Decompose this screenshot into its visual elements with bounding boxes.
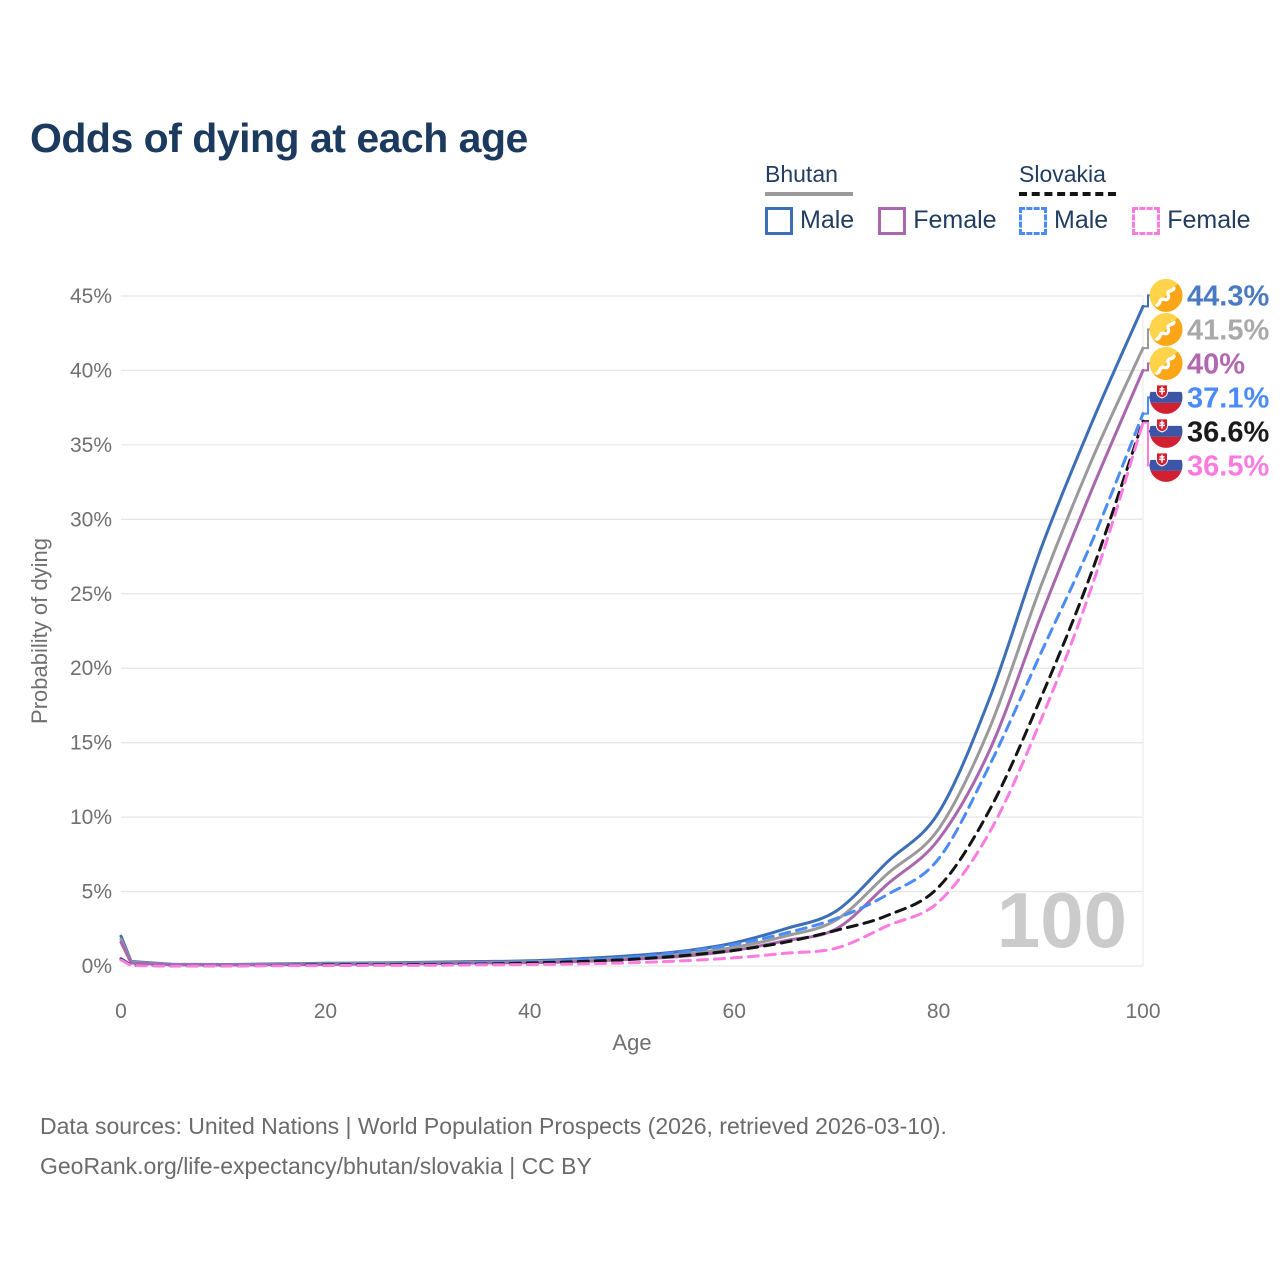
bhutan-male-swatch-icon [765, 206, 793, 235]
footer-data-sources: Data sources: United Nations | World Pop… [40, 1113, 947, 1139]
x-tick-label: 80 [927, 1000, 950, 1023]
series-line-slovakia-female [119, 421, 1145, 968]
end-label-bhutan-male: 44.3% [1187, 280, 1269, 312]
x-tick-label: 0 [115, 1000, 127, 1023]
age-counter-watermark: 100 [997, 876, 1127, 964]
slovakia-flag-icon [1149, 380, 1183, 414]
bhutan-flag-icon [1149, 312, 1183, 346]
x-tick-label: 40 [518, 1000, 541, 1023]
y-tick-label: 40% [70, 359, 112, 382]
x-tick-label: 20 [314, 1000, 337, 1023]
y-tick-label: 0% [82, 955, 112, 978]
x-tick-label: 60 [723, 1000, 746, 1023]
end-label-slovakia-male: 37.1% [1187, 382, 1269, 414]
legend-item-label: Male [1054, 206, 1109, 234]
legend-underline-bhutan [765, 192, 853, 196]
bhutan-flag-icon [1149, 346, 1183, 380]
legend-item-slovakia-female[interactable]: Female [1132, 206, 1251, 235]
y-tick-label: 25% [70, 583, 112, 606]
legend-group-name-bhutan[interactable]: Bhutan [765, 161, 838, 187]
page-title: Odds of dying at each age [30, 115, 528, 162]
footer: Data sources: United Nations | World Pop… [40, 1106, 947, 1186]
series-line-bhutan-both [119, 346, 1145, 967]
legend-item-slovakia-male[interactable]: Male [1019, 206, 1108, 235]
footer-attribution: GeoRank.org/life-expectancy/bhutan/slova… [40, 1153, 592, 1179]
legend-item-label: Male [800, 206, 855, 234]
series-line-slovakia-male [119, 412, 1145, 968]
slovakia-flag-icon [1149, 448, 1183, 482]
series-line-slovakia-both [119, 419, 1145, 968]
legend-item-bhutan-male[interactable]: Male [765, 206, 854, 235]
y-tick-label: 30% [70, 508, 112, 531]
end-label-bhutan-both: 41.5% [1187, 314, 1269, 346]
legend-item-label: Female [1167, 206, 1251, 234]
y-tick-label: 35% [70, 434, 112, 457]
y-tick-label: 5% [82, 881, 112, 904]
slovakia-flag-icon [1149, 414, 1183, 448]
x-axis-title: Age [612, 1030, 651, 1055]
y-axis-title: Probability of dying [27, 538, 52, 724]
x-tick-label: 100 [1125, 1000, 1160, 1023]
y-tick-label: 10% [70, 806, 112, 829]
slovakia-male-swatch-icon [1019, 206, 1047, 235]
end-label-bhutan-female: 40% [1187, 348, 1245, 380]
end-label-slovakia-both: 36.6% [1187, 416, 1269, 448]
legend-item-bhutan-female[interactable]: Female [878, 206, 997, 235]
bhutan-flag-icon [1149, 278, 1183, 312]
legend-item-label: Female [913, 206, 997, 234]
legend-group-slovakia: Slovakia Male Female [1019, 161, 1251, 235]
y-tick-label: 15% [70, 732, 112, 755]
series-line-bhutan-male [119, 304, 1145, 967]
bhutan-female-swatch-icon [878, 206, 907, 235]
y-tick-label: 20% [70, 657, 112, 680]
legend-group-bhutan: Bhutan Male Female [765, 161, 997, 235]
legend-underline-slovakia [1019, 192, 1116, 196]
y-tick-label: 45% [70, 285, 112, 308]
end-label-slovakia-female: 36.5% [1187, 450, 1269, 482]
slovakia-female-swatch-icon [1132, 206, 1161, 235]
legend-group-name-slovakia[interactable]: Slovakia [1019, 161, 1106, 187]
